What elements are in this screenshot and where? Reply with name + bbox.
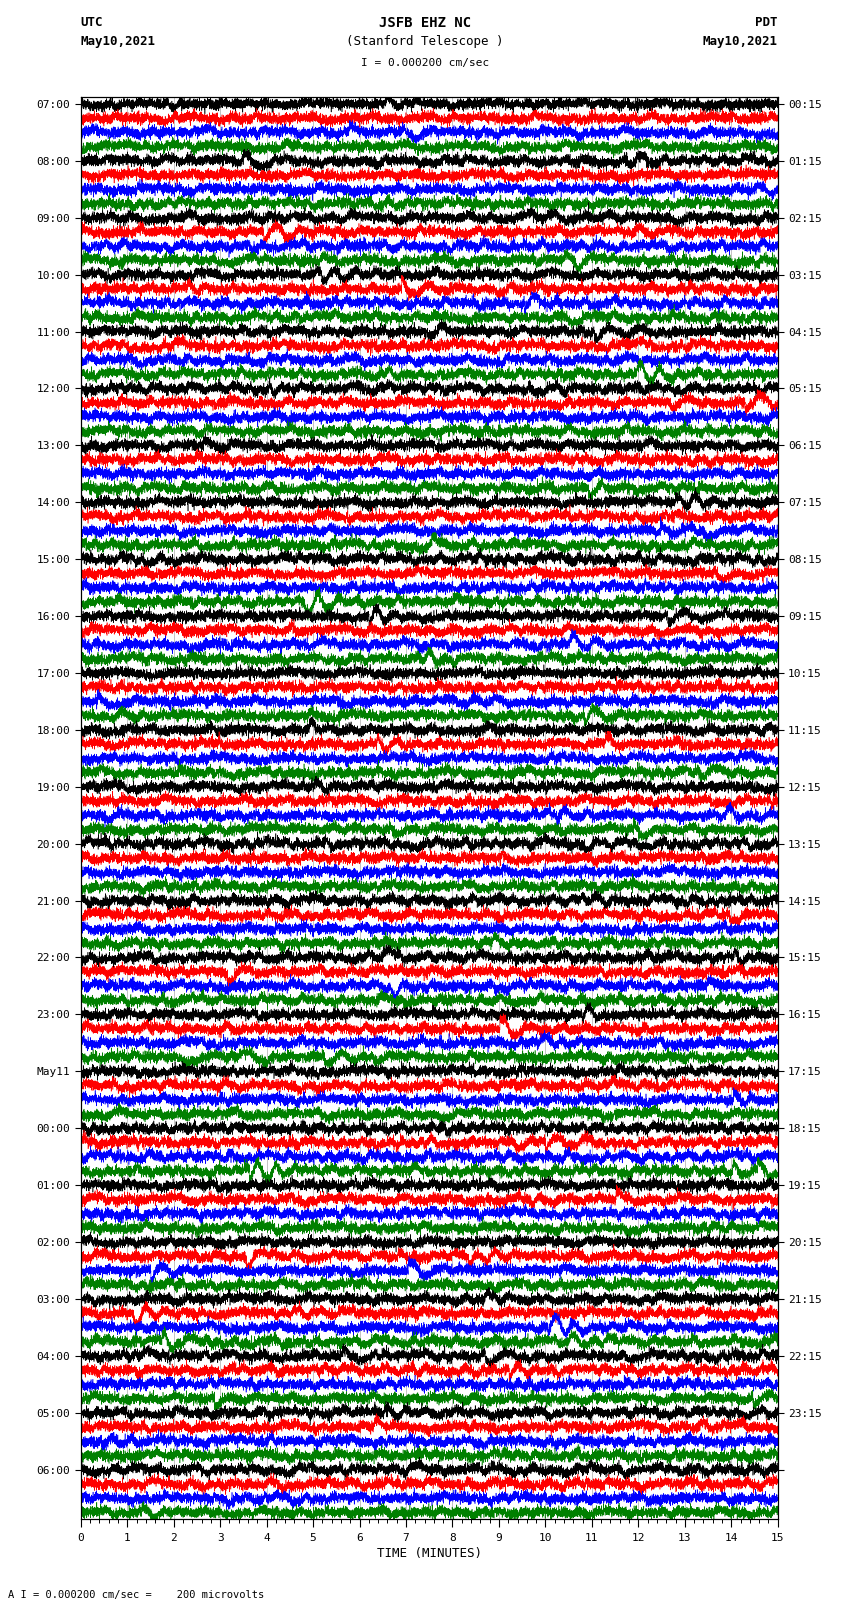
Text: A I = 0.000200 cm/sec =    200 microvolts: A I = 0.000200 cm/sec = 200 microvolts — [8, 1590, 264, 1600]
Text: I = 0.000200 cm/sec: I = 0.000200 cm/sec — [361, 58, 489, 68]
Text: UTC: UTC — [81, 16, 103, 29]
Text: JSFB EHZ NC: JSFB EHZ NC — [379, 16, 471, 31]
X-axis label: TIME (MINUTES): TIME (MINUTES) — [377, 1547, 482, 1560]
Text: May10,2021: May10,2021 — [703, 35, 778, 48]
Text: May10,2021: May10,2021 — [81, 35, 156, 48]
Text: PDT: PDT — [756, 16, 778, 29]
Text: (Stanford Telescope ): (Stanford Telescope ) — [346, 35, 504, 48]
